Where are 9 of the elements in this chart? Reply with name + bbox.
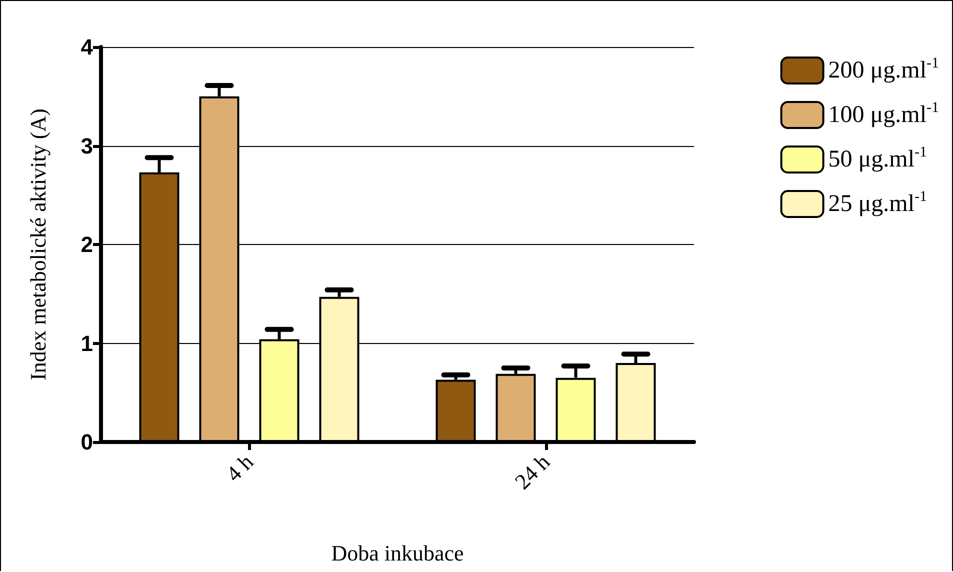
y-tick-label: 4 (80, 34, 94, 60)
y-tick-label: 1 (80, 330, 93, 356)
x-axis-title: Doba inkubace (331, 540, 464, 566)
y-tick-label: 0 (80, 430, 93, 454)
y-tick-label: 3 (80, 133, 93, 158)
y-tick-label: 2 (80, 232, 93, 257)
y-axis-title: Index metabolické aktivity (A) (26, 108, 50, 380)
x-tick-label: 4 h (220, 449, 258, 486)
x-tick-label: 24 h (510, 449, 555, 494)
